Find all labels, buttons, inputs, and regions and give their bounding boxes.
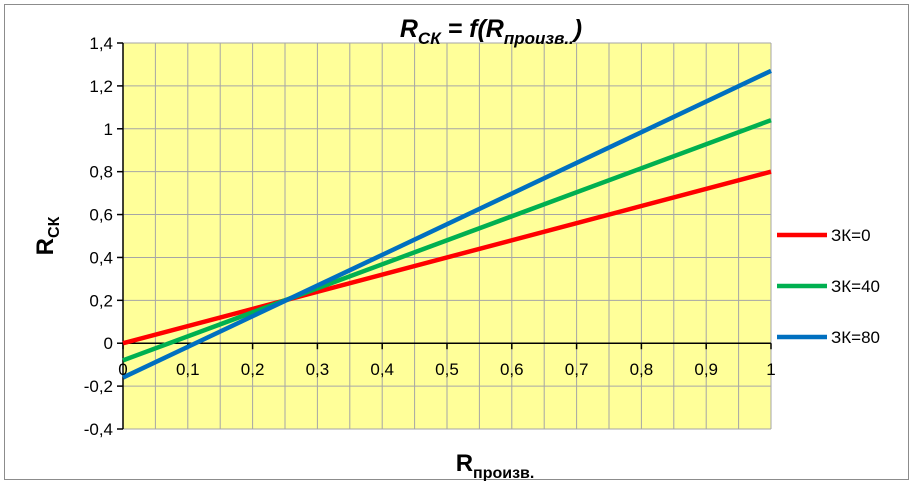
axes bbox=[117, 42, 772, 430]
y-tick-label: 0,4 bbox=[89, 248, 113, 267]
x-tick-label: 0,9 bbox=[694, 360, 718, 379]
x-tick-label: 0,1 bbox=[176, 360, 200, 379]
x-tick-label: 0,6 bbox=[500, 360, 524, 379]
series-lines bbox=[122, 68, 772, 380]
x-tick-label: 0,2 bbox=[241, 360, 265, 379]
x-tick-label: 0 bbox=[118, 360, 127, 379]
legend-label: ЗК=0 bbox=[831, 226, 871, 245]
y-tick-label: 1 bbox=[104, 120, 113, 139]
series-line-2 bbox=[122, 118, 772, 363]
y-tick-label: 0,8 bbox=[89, 163, 113, 182]
x-tick-label: 1 bbox=[766, 360, 775, 379]
series-line-1 bbox=[122, 169, 772, 346]
y-tick-label: 0 bbox=[104, 334, 113, 353]
y-tick-label: -0,4 bbox=[84, 420, 113, 439]
x-tick-label: 0,3 bbox=[306, 360, 330, 379]
y-axis-title: RСК bbox=[32, 216, 63, 255]
x-tick-label: 0,5 bbox=[435, 360, 459, 379]
chart-title: RСК = f(Rпроизв..) bbox=[400, 15, 582, 48]
x-tick-label: 0,4 bbox=[370, 360, 394, 379]
x-tick-label: 0,8 bbox=[630, 360, 654, 379]
legend-label: ЗК=40 bbox=[831, 277, 880, 296]
y-tick-label: 0,6 bbox=[89, 206, 113, 225]
y-tick-label: 0,2 bbox=[89, 291, 113, 310]
y-tick-label: 1,4 bbox=[89, 34, 113, 53]
tick-labels: -0,4 -0,2 0 0,2 0,4 0,6 0,8 1 1,2 1,4 0 0,1 0,2 0,3 0,… bbox=[84, 34, 776, 439]
legend-label: ЗК=80 bbox=[831, 328, 880, 347]
series-line-3 bbox=[122, 68, 772, 380]
y-tick-label: -0,2 bbox=[84, 377, 113, 396]
x-axis-title: Rпроизв. bbox=[456, 450, 535, 481]
legend: ЗК=0 ЗК=40 ЗК=80 bbox=[777, 226, 880, 347]
chart-svg: -0,4 -0,2 0 0,2 0,4 0,6 0,8 1 1,2 1,4 0 0,1 0,2 0,3 0,… bbox=[32, 15, 880, 481]
y-tick-label: 1,2 bbox=[89, 77, 113, 96]
x-tick-label: 0,7 bbox=[565, 360, 589, 379]
chart-frame: -0,4 -0,2 0 0,2 0,4 0,6 0,8 1 1,2 1,4 0 0,1 0,2 0,3 0,… bbox=[4, 4, 909, 481]
